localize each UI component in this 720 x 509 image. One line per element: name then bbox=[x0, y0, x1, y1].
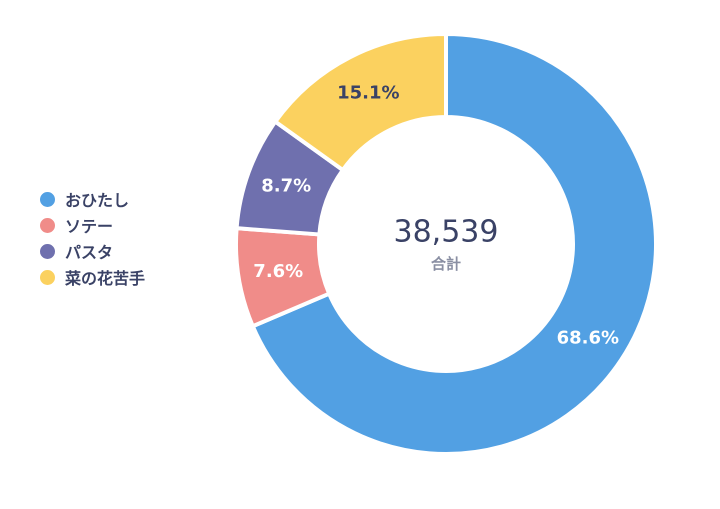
legend-swatch bbox=[40, 269, 55, 285]
legend-swatch bbox=[40, 191, 55, 207]
legend-label: パスタ bbox=[65, 243, 114, 262]
legend-item-ohitashi[interactable]: おひたし bbox=[40, 188, 145, 210]
slice-dislike[interactable] bbox=[273, 32, 448, 172]
legend-swatch bbox=[40, 217, 55, 233]
slice-label-ohitashi: 68.6% bbox=[557, 327, 619, 348]
legend-item-saute[interactable]: ソテー bbox=[40, 214, 145, 236]
legend-item-dislike[interactable]: 菜の花苦手 bbox=[40, 266, 145, 288]
legend: おひたし ソテー パスタ 菜の花苦手 bbox=[40, 188, 145, 288]
slice-label-pasta: 8.7% bbox=[261, 175, 311, 196]
legend-item-pasta[interactable]: パスタ bbox=[40, 240, 145, 262]
legend-label: 菜の花苦手 bbox=[65, 269, 146, 288]
slice-label-saute: 7.6% bbox=[253, 261, 303, 282]
legend-label: ソテー bbox=[65, 217, 114, 236]
legend-label: おひたし bbox=[65, 191, 130, 210]
slice-ohitashi[interactable] bbox=[250, 32, 658, 456]
center-total: 38,539 bbox=[394, 215, 499, 250]
slice-label-dislike: 15.1% bbox=[337, 82, 399, 103]
legend-swatch bbox=[40, 243, 55, 259]
slice-labels: 68.6% 7.6% 8.7% 15.1% bbox=[253, 82, 619, 348]
donut-slices bbox=[234, 32, 658, 456]
center-caption: 合計 bbox=[430, 255, 461, 273]
